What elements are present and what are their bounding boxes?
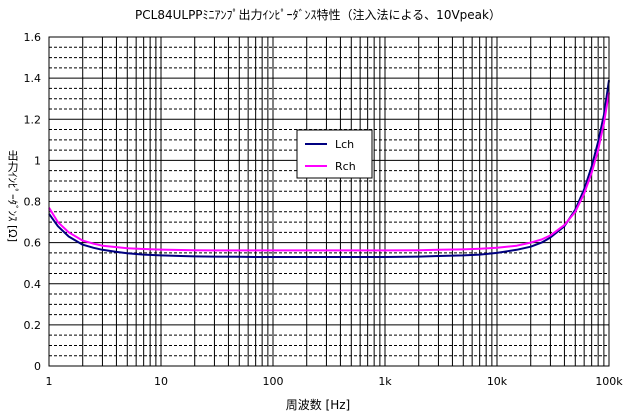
y-tick-label: 0.8: [24, 196, 42, 209]
y-tick-label: 0.2: [24, 319, 42, 332]
y-tick-label: 1: [34, 154, 41, 167]
y-tick-label: 1.6: [24, 31, 42, 44]
legend-label-rch: Rch: [335, 160, 356, 173]
chart-title: PCL84ULPPﾐﾆｱﾝﾌﾟ出力ｲﾝﾋﾟｰﾀﾞﾝｽ特性（注入法による、10Vp…: [135, 8, 501, 22]
legend: Lch Rch: [296, 129, 373, 179]
x-tick-label: 10: [154, 375, 168, 388]
x-tick-label: 100k: [595, 375, 623, 388]
x-tick-label: 1: [46, 375, 53, 388]
y-tick-labels: 0 0.2 0.4 0.6 0.8 1 1.2 1.4 1.6: [24, 31, 42, 373]
legend-box: [296, 129, 373, 179]
grid: [49, 37, 609, 366]
y-tick-label: 1.2: [24, 113, 42, 126]
x-tick-label: 100: [263, 375, 284, 388]
plot-frame: [48, 36, 610, 367]
series-line-rch: [48, 92, 610, 252]
x-tick-label: 1k: [378, 375, 392, 388]
y-axis-label: 出力ｲﾝﾋﾟｰﾀﾞﾝｽ [Ω]: [6, 150, 19, 242]
series-group: [48, 80, 610, 258]
y-tick-label: 0: [34, 360, 41, 373]
y-tick-label: 0.6: [24, 237, 42, 250]
legend-label-lch: Lch: [335, 138, 354, 151]
x-axis-label: 周波数 [Hz]: [285, 398, 351, 412]
x-tick-labels: 1 10 100 1k 10k 100k: [46, 375, 624, 388]
y-tick-label: 1.4: [24, 72, 42, 85]
y-tick-label: 0.4: [24, 278, 42, 291]
x-tick-label: 10k: [487, 375, 508, 388]
